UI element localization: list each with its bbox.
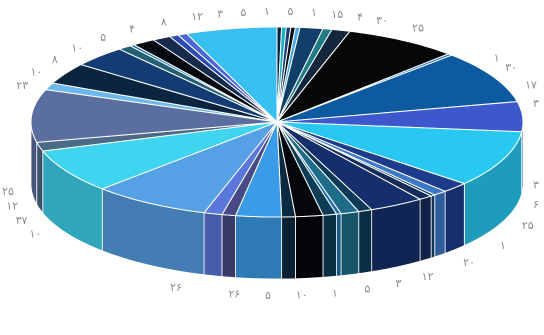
pie-label-22: ۱۰	[296, 289, 308, 302]
pie-label-3: ۱	[264, 5, 270, 18]
pie-slice-side-24	[235, 215, 283, 280]
pie-label-2: ۵	[240, 6, 246, 19]
pie-slice-side-23	[281, 216, 296, 280]
pie-label-18: ۱۲	[422, 270, 434, 283]
pie-label-10: ۳۰	[505, 61, 517, 74]
pie-label-25: ۲۶	[170, 281, 182, 294]
pie-slice-24	[234, 121, 283, 218]
pie-label-6: ۱۵	[331, 8, 343, 21]
pie-slice-40	[185, 26, 278, 124]
pie-label-15: ۲۵	[522, 219, 534, 232]
pie-slice-side-16	[419, 195, 432, 262]
pie-label-33: ۱۰	[71, 41, 83, 54]
pie-slice-28	[41, 121, 278, 190]
pie-label-24: ۲۶	[228, 288, 240, 301]
pie-label-14: ۶	[533, 198, 539, 211]
pie-label-17: ۲۰	[463, 256, 475, 269]
pie-slice-side-21	[322, 213, 337, 278]
pie-slice-8	[275, 30, 450, 124]
pie-label-28: ۱۲	[6, 200, 18, 213]
pie-label-32: ۸	[52, 53, 58, 66]
pie-label-1: ۳	[217, 8, 223, 21]
pie-label-35: ۴	[129, 22, 135, 35]
pie-label-30: ۲۳	[16, 79, 28, 92]
pie-label-4: ۵	[288, 5, 294, 18]
pie-label-27: ۳۷	[16, 214, 28, 227]
pie-label-29: ۲۵	[2, 185, 14, 198]
pie-label-26: ۱۰	[29, 228, 41, 241]
pie-slice-30	[30, 89, 278, 143]
pie-label-9: ۱	[494, 51, 500, 64]
pie-slice-side-19	[340, 211, 360, 277]
pie-label-36: ۸	[161, 15, 167, 28]
pie-slice-side-29	[36, 140, 44, 215]
pie-slice-side-26	[203, 212, 223, 278]
pie-slice-17	[276, 121, 422, 211]
pie-label-34: ۵	[100, 31, 106, 44]
pie-slice-27	[100, 120, 279, 214]
pie-slice-side-13	[444, 182, 465, 254]
pie-label-5: ۱	[311, 6, 317, 19]
pie-label-16: ۱	[500, 239, 506, 252]
pie-label-23: ۵	[265, 289, 271, 302]
pie-slice-side-25	[221, 214, 236, 279]
pie-label-37: ۳۰	[376, 14, 388, 27]
pie-label-13: ۳	[533, 179, 539, 192]
pie-slice-side-17	[371, 198, 421, 273]
pie-slice-12	[276, 121, 523, 185]
pie-label-20: ۵	[364, 283, 370, 296]
pie-slice-33	[79, 48, 278, 123]
pie-labels: ۱۲ ۳ ۵ ۱ ۵ ۱ ۱۵ ۴ ۳۰۲۵۱۳۰۱۷۳۳۶۲۵۱۲۰۱۲۳۵۱۱۰۵۲۶۲۶۱…	[2, 5, 539, 302]
pie-slice-10	[276, 54, 519, 123]
pie-label-7: ۴	[357, 10, 363, 23]
pie-label-0: ۱۲	[191, 10, 203, 23]
pie-slice-side-14	[434, 190, 446, 258]
pie-label-31: ۱۰	[30, 66, 42, 79]
pie-slice-side-20	[336, 213, 342, 277]
pie-slice-32	[51, 64, 278, 123]
pie-label-12: ۳	[533, 97, 539, 110]
pie-label-19: ۳	[396, 277, 402, 290]
pie-label-11: ۱۷	[525, 78, 537, 91]
pie-slice-side-18	[358, 209, 373, 275]
pie-slice-side-22	[295, 214, 324, 280]
pie-label-21: ۱	[332, 286, 338, 299]
pie-label-8: ۲۵	[412, 21, 424, 34]
pie-slice-side-15	[430, 194, 436, 259]
pie-top	[30, 26, 524, 218]
